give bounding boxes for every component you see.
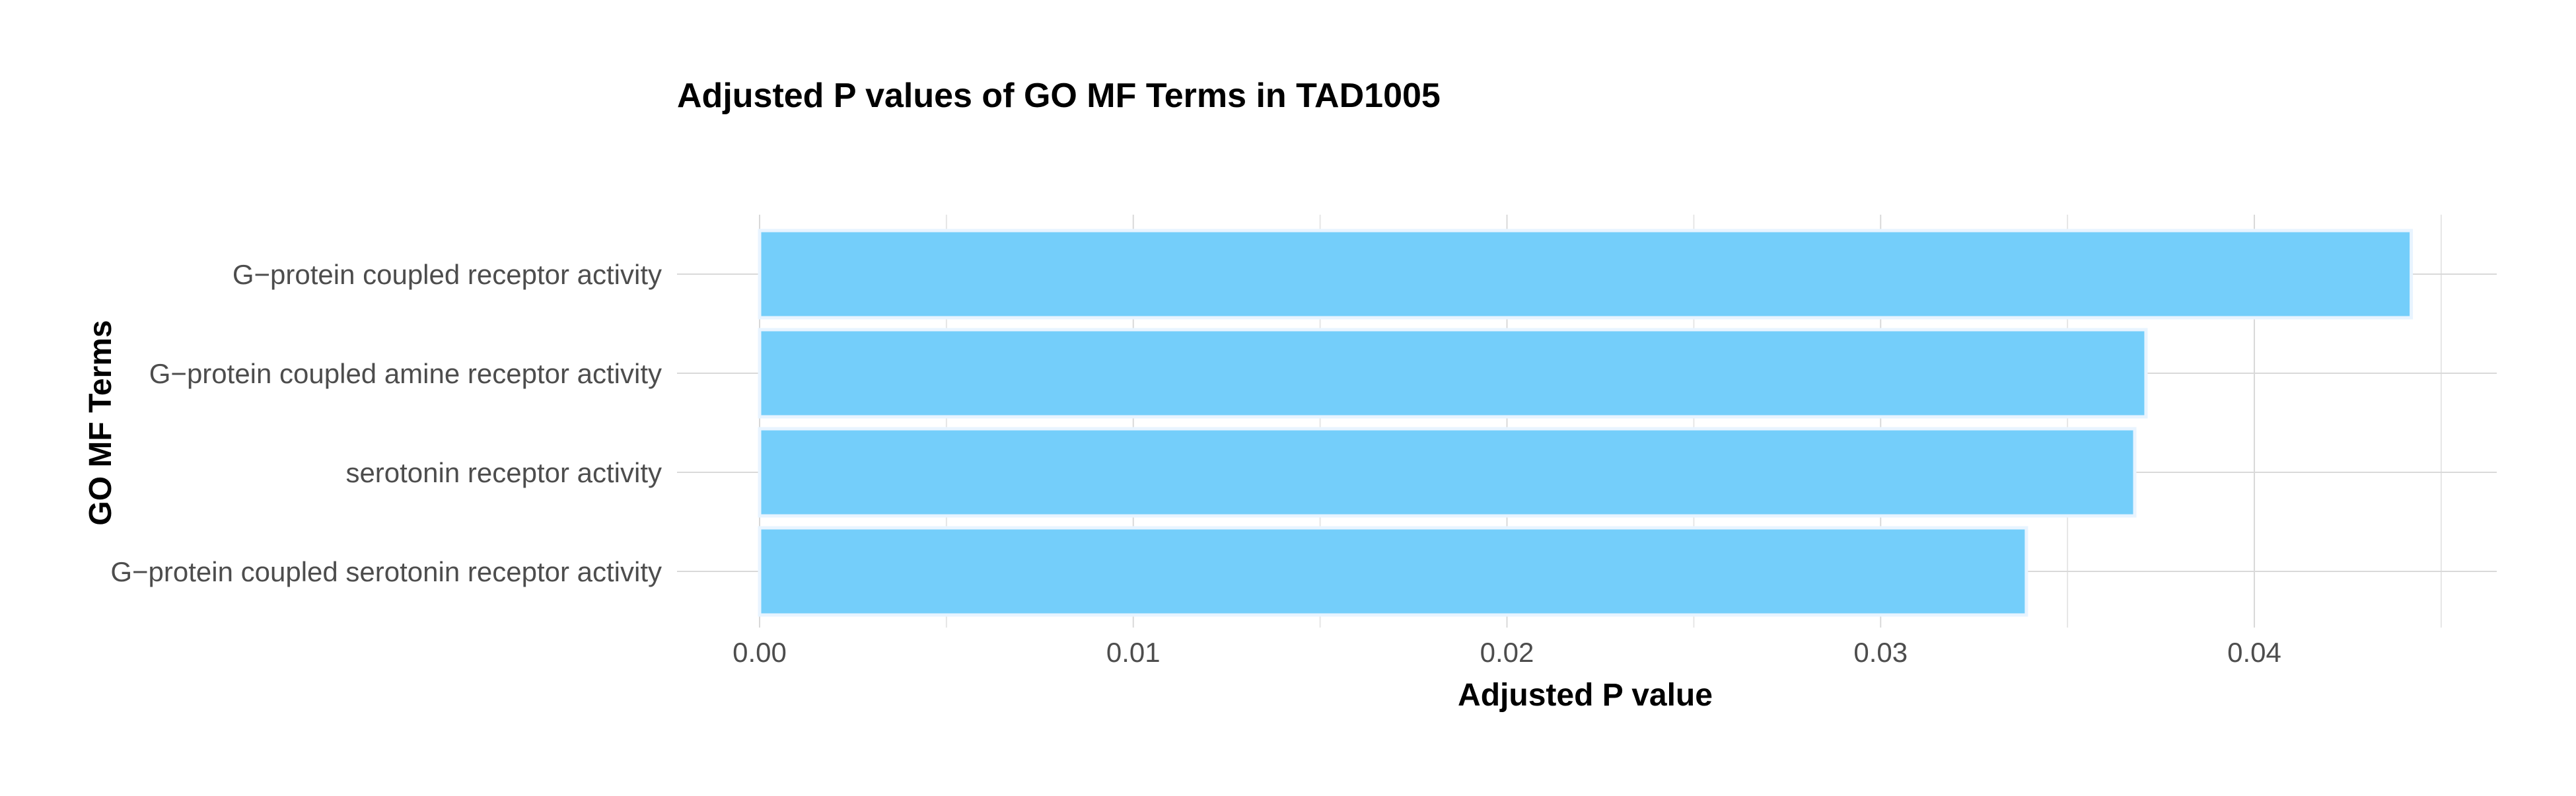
x-tick-label: 0.01 xyxy=(1106,637,1161,668)
x-tick-labels: 0.00 0.01 0.02 0.03 0.04 xyxy=(733,637,2281,668)
chart-title: Adjusted P values of GO MF Terms in TAD1… xyxy=(677,77,1441,115)
y-tick-label: G−protein coupled amine receptor activit… xyxy=(149,358,662,389)
x-tick-label: 0.02 xyxy=(1480,637,1534,668)
bar xyxy=(758,427,2137,518)
x-tick-label: 0.00 xyxy=(733,637,787,668)
y-axis-title: GO MF Terms xyxy=(83,320,118,525)
x-tick-label: 0.04 xyxy=(2227,637,2281,668)
x-axis-title: Adjusted P value xyxy=(1458,678,1713,713)
y-tick-label: serotonin receptor activity xyxy=(345,457,662,488)
y-tick-label: G−protein coupled receptor activity xyxy=(233,259,662,290)
y-tick-labels: G−protein coupled receptor activity G−pro… xyxy=(110,259,662,587)
bar xyxy=(758,526,2028,617)
bar xyxy=(758,328,2148,419)
x-tick-label: 0.03 xyxy=(1853,637,1908,668)
bar xyxy=(758,229,2414,320)
y-tick-label: G−protein coupled serotonin receptor act… xyxy=(110,556,662,587)
bars-layer xyxy=(758,229,2414,617)
